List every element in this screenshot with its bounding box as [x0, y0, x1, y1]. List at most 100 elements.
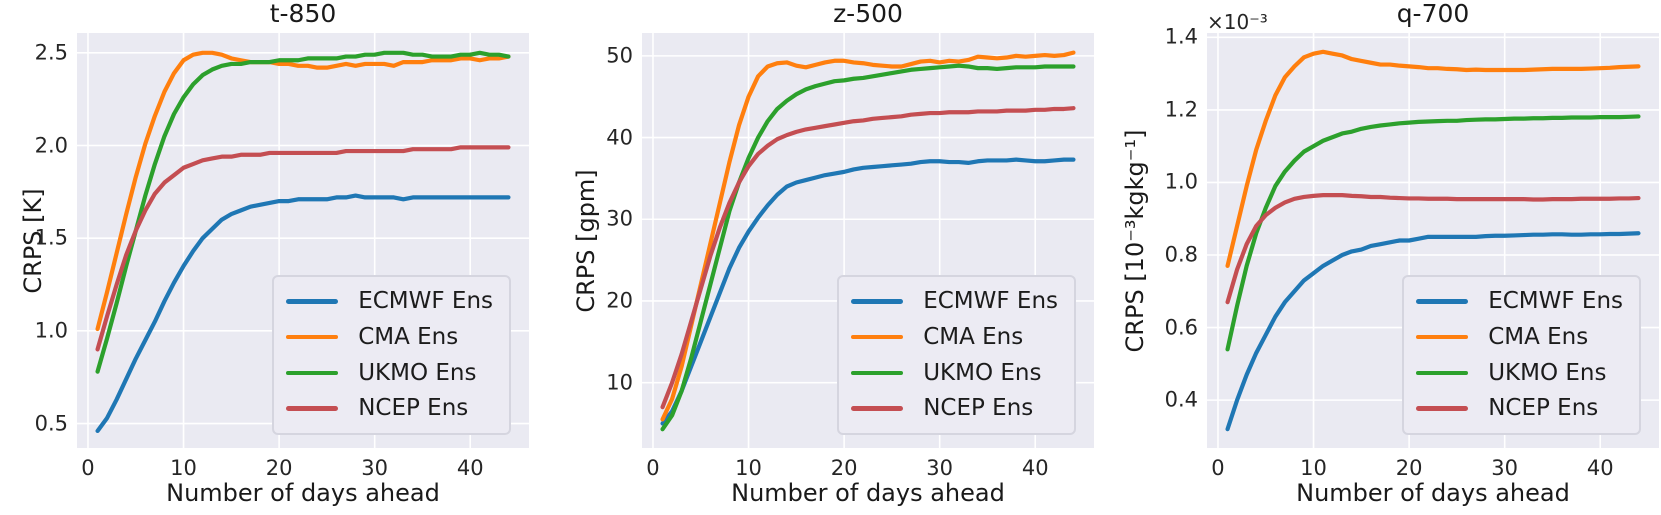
legend-label: ECMWF Ens: [1488, 288, 1623, 314]
y-tick-label: 20: [606, 288, 633, 313]
x-tick-label: 0: [81, 456, 95, 480]
legend-line-swatch: [851, 370, 904, 376]
series-line-ecmwf-ens: [1225, 231, 1641, 432]
legend-item-ukmo-ens: UKMO Ens: [286, 359, 493, 388]
legend-label: NCEP Ens: [1488, 395, 1599, 422]
y-tick-label: 0.8: [1164, 242, 1198, 267]
y-tick-label: 0.4: [1164, 387, 1198, 412]
series-line-ukmo-ens: [660, 63, 1076, 432]
legend-label: CMA Ens: [923, 323, 1024, 350]
x-tick-label: 30: [1491, 456, 1519, 480]
legend-label: UKMO Ens: [1488, 359, 1607, 386]
y-tick-label: 1.0: [34, 318, 68, 343]
series-line-ukmo-ens: [1225, 114, 1641, 352]
subplot-z-500: z-500 CRPS [gpm] ECMWF Ens CMA Ens UKMO En…: [572, 0, 1094, 507]
legend: ECMWF Ens CMA Ens UKMO Ens NCEP Ens: [272, 275, 511, 435]
plot-title: q-700: [1396, 0, 1470, 28]
y-tick-label: 2.5: [34, 40, 68, 65]
series-line-ncep-ens: [95, 145, 511, 352]
legend-label: ECMWF Ens: [358, 288, 493, 314]
legend-item-cma-ens: CMA Ens: [286, 323, 493, 352]
series-line-ncep-ens: [1225, 193, 1641, 305]
x-tick-label: 20: [1395, 456, 1423, 480]
x-tick-label: 0: [646, 456, 660, 480]
series-line-cma-ens: [1225, 49, 1641, 268]
x-tick-label: 30: [361, 456, 389, 480]
legend-label: UKMO Ens: [923, 359, 1042, 386]
legend: ECMWF Ens CMA Ens UKMO Ens NCEP Ens: [837, 275, 1076, 435]
plot-canvas: [642, 33, 1094, 448]
plot-title: t-850: [269, 0, 337, 28]
x-axis-label: Number of days ahead: [1296, 479, 1570, 507]
subplot-t-850: t-850 CRPS [K] ECMWF Ens CMA Ens UKMO Ens N…: [19, 0, 529, 507]
y-tick-label: 40: [606, 125, 633, 150]
legend-line-swatch: [286, 406, 339, 411]
y-tick-label: 50: [606, 43, 633, 68]
x-tick-label: 40: [1586, 456, 1614, 480]
series-line-ncep-ens: [660, 106, 1076, 410]
legend-item-ecmwf-ens: ECMWF Ens: [1416, 287, 1623, 316]
y-tick-label: 1.5: [34, 225, 68, 250]
legend-line-swatch: [851, 299, 904, 304]
legend-label: CMA Ens: [1488, 323, 1589, 350]
legend-line-swatch: [1416, 334, 1469, 340]
legend-label: NCEP Ens: [358, 395, 469, 422]
legend-item-ecmwf-ens: ECMWF Ens: [851, 287, 1058, 316]
legend-line-swatch: [851, 406, 904, 411]
y-tick-label: 1.4: [1164, 24, 1198, 49]
legend-line-swatch: [851, 334, 904, 340]
y-tick-label: 0.5: [34, 411, 68, 436]
legend-item-ukmo-ens: UKMO Ens: [851, 359, 1058, 388]
legend: ECMWF Ens CMA Ens UKMO Ens NCEP Ens: [1402, 275, 1641, 435]
x-axis-label: Number of days ahead: [731, 479, 1005, 507]
plot-canvas: [77, 33, 529, 448]
axes-area: ECMWF Ens CMA Ens UKMO Ens NCEP Ens: [77, 33, 529, 448]
legend-line-swatch: [1416, 299, 1469, 304]
legend-item-ncep-ens: NCEP Ens: [286, 394, 493, 423]
legend-label: UKMO Ens: [358, 359, 477, 386]
series-line-ecmwf-ens: [95, 193, 511, 434]
legend-line-swatch: [286, 299, 339, 304]
series-line-cma-ens: [95, 50, 511, 332]
y-tick-label: 0.6: [1164, 315, 1198, 340]
legend-item-cma-ens: CMA Ens: [1416, 323, 1623, 352]
legend-item-ncep-ens: NCEP Ens: [1416, 394, 1623, 423]
x-tick-label: 40: [1021, 456, 1049, 480]
axes-area: ECMWF Ens CMA Ens UKMO Ens NCEP Ens: [642, 33, 1094, 448]
legend-item-cma-ens: CMA Ens: [851, 323, 1058, 352]
x-axis-label: Number of days ahead: [166, 479, 440, 507]
y-tick-label: 2.0: [34, 133, 68, 157]
legend-label: ECMWF Ens: [923, 288, 1058, 314]
legend-item-ukmo-ens: UKMO Ens: [1416, 359, 1623, 388]
y-axis-label: CRPS [gpm]: [572, 168, 600, 313]
plot-title: z-500: [833, 0, 903, 28]
legend-line-swatch: [286, 334, 339, 340]
axes-area: ECMWF Ens CMA Ens UKMO Ens NCEP Ens: [1207, 33, 1659, 448]
legend-item-ncep-ens: NCEP Ens: [851, 394, 1058, 423]
x-tick-label: 40: [456, 456, 484, 480]
legend-item-ecmwf-ens: ECMWF Ens: [286, 287, 493, 316]
legend-label: NCEP Ens: [923, 395, 1034, 422]
x-tick-label: 20: [265, 456, 293, 480]
x-tick-label: 0: [1211, 456, 1225, 480]
y-tick-label: 1.0: [1164, 169, 1198, 194]
series-line-ecmwf-ens: [660, 157, 1076, 426]
series-line-cma-ens: [660, 50, 1076, 422]
y-axis-label: CRPS [10⁻³kgkg⁻¹]: [1121, 129, 1149, 352]
x-tick-label: 20: [830, 456, 858, 480]
y-axis-offset-text: ×10⁻³: [1207, 10, 1268, 34]
y-tick-label: 30: [606, 206, 633, 231]
series-line-ukmo-ens: [95, 50, 511, 374]
y-tick-label: 1.2: [1164, 97, 1198, 122]
subplot-q-700: q-700 CRPS [10⁻³kgkg⁻¹] ×10⁻³ ECMWF Ens C…: [1121, 0, 1659, 507]
x-tick-label: 10: [170, 456, 197, 480]
legend-line-swatch: [1416, 406, 1469, 411]
legend-line-swatch: [286, 370, 339, 376]
y-tick-label: 10: [606, 370, 633, 395]
x-tick-label: 10: [1300, 456, 1327, 480]
x-tick-label: 30: [926, 456, 954, 480]
legend-line-swatch: [1416, 370, 1469, 376]
x-tick-label: 10: [735, 456, 762, 480]
legend-label: CMA Ens: [358, 323, 459, 350]
